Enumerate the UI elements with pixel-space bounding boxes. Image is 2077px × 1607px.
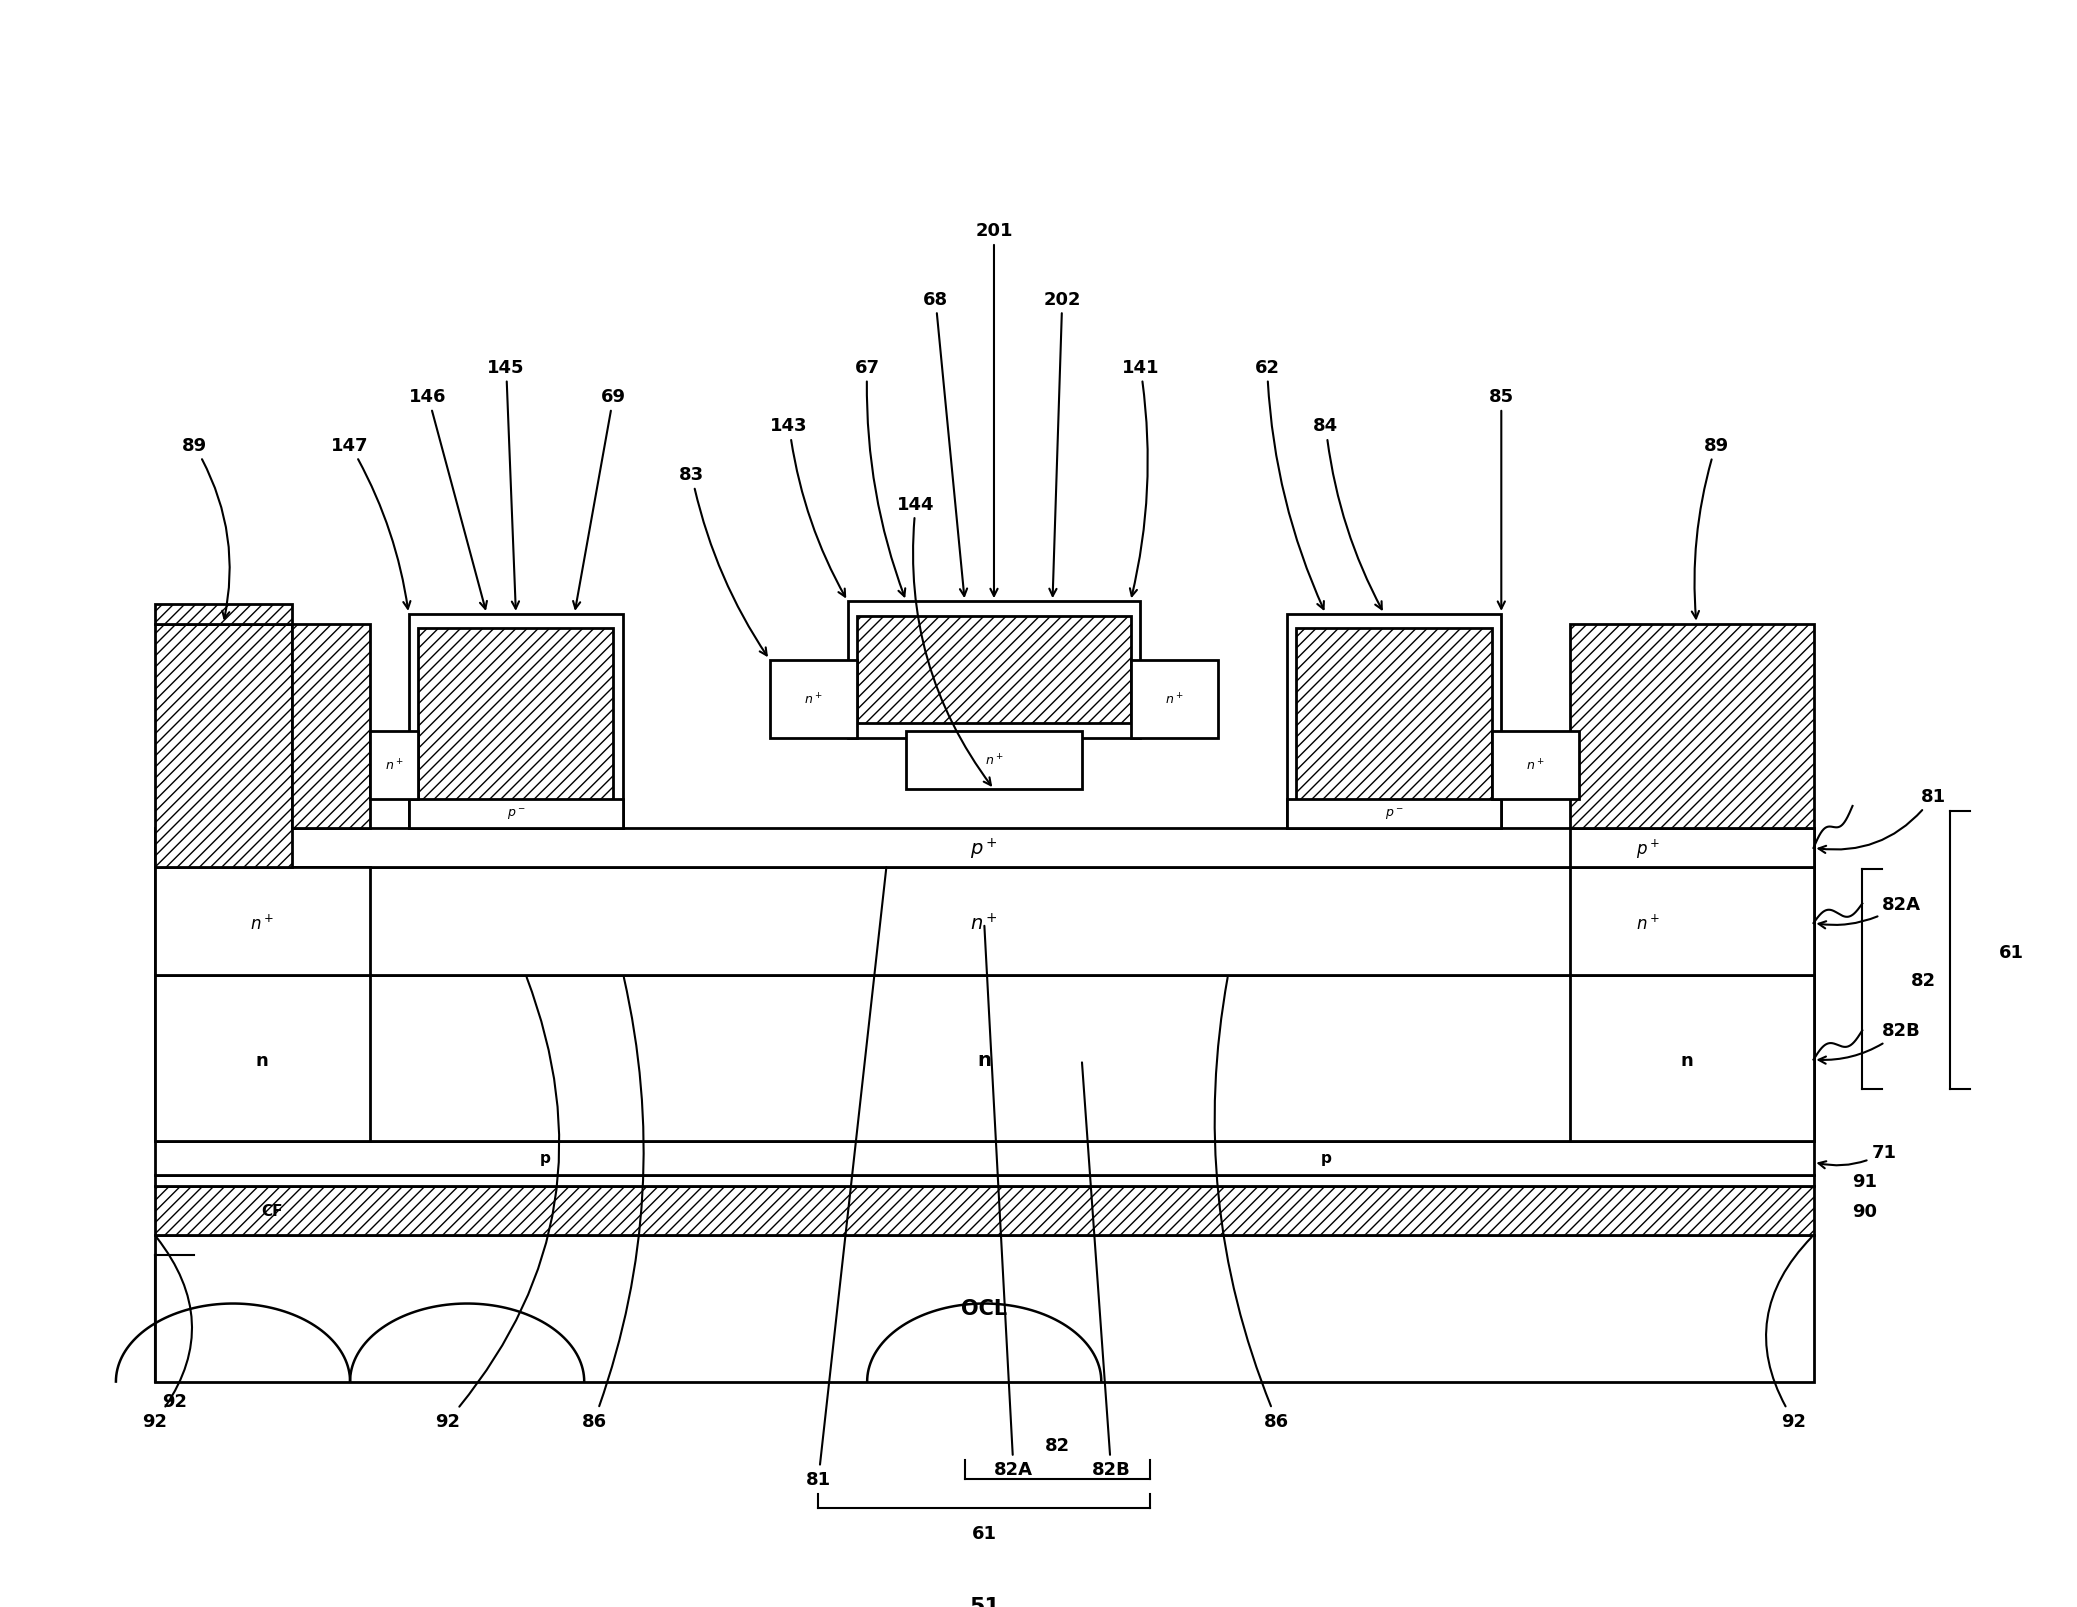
Text: 67: 67 (854, 358, 906, 596)
Text: 91: 91 (1853, 1172, 1878, 1189)
Text: 85: 85 (1489, 387, 1514, 609)
Text: 71: 71 (1819, 1144, 1896, 1168)
Text: 90: 90 (1853, 1202, 1878, 1220)
Text: OCL: OCL (962, 1298, 1007, 1319)
Text: 92: 92 (162, 1392, 187, 1411)
Text: 82: 82 (1911, 971, 1936, 988)
Bar (417, 628, 613, 815)
Text: 147: 147 (332, 437, 411, 609)
Text: 202: 202 (1043, 291, 1080, 596)
Text: 92: 92 (436, 977, 559, 1430)
Bar (1570, 624, 1813, 829)
Bar (409, 800, 623, 829)
Bar (1570, 975, 1813, 1141)
Bar (1286, 614, 1502, 829)
Bar (1491, 731, 1579, 800)
Text: 69: 69 (573, 387, 625, 609)
Bar (156, 868, 370, 975)
Text: 81: 81 (1819, 787, 1946, 853)
Text: 61: 61 (1998, 943, 2023, 961)
Bar (771, 660, 858, 738)
Text: 84: 84 (1313, 418, 1381, 611)
Text: 89: 89 (1693, 437, 1728, 619)
Text: $n^+$: $n^+$ (1635, 914, 1660, 934)
Text: 146: 146 (409, 387, 486, 609)
Text: n: n (978, 1051, 991, 1069)
Text: $n^+$: $n^+$ (1165, 691, 1184, 707)
Text: 82A: 82A (984, 926, 1032, 1478)
Text: 82A: 82A (1819, 895, 1921, 929)
Text: 92: 92 (143, 1237, 191, 1430)
Bar (1286, 800, 1502, 829)
Text: 82: 82 (1045, 1437, 1070, 1454)
Text: 82B: 82B (1819, 1022, 1921, 1064)
Bar (1130, 660, 1219, 738)
Bar (156, 1175, 1813, 1186)
Bar (847, 601, 1140, 738)
Text: $n^+$: $n^+$ (984, 754, 1003, 768)
Text: $n^+$: $n^+$ (970, 913, 999, 934)
Text: CF: CF (262, 1204, 282, 1218)
Text: 86: 86 (582, 977, 644, 1430)
Text: p: p (540, 1151, 550, 1165)
Text: 86: 86 (1215, 979, 1290, 1430)
Text: 92: 92 (1765, 1237, 1811, 1430)
Text: $p^-$: $p^-$ (507, 807, 525, 821)
Bar (370, 731, 417, 800)
Text: 89: 89 (181, 437, 231, 619)
Text: $n^+$: $n^+$ (384, 759, 403, 773)
Text: $p^+$: $p^+$ (1635, 837, 1660, 860)
Text: $p^-$: $p^-$ (1385, 807, 1404, 821)
Bar (858, 617, 1130, 723)
Bar (156, 1236, 1813, 1382)
Text: $n^+$: $n^+$ (804, 691, 822, 707)
Text: p: p (1321, 1151, 1331, 1165)
Text: n: n (1680, 1051, 1693, 1069)
Text: 145: 145 (488, 358, 525, 609)
Bar (1570, 829, 1813, 868)
Bar (409, 614, 623, 829)
Text: 201: 201 (976, 222, 1014, 596)
Bar (156, 624, 291, 868)
Bar (1570, 868, 1813, 975)
Bar (906, 731, 1082, 791)
Bar (1296, 628, 1491, 815)
Text: 62: 62 (1255, 358, 1323, 609)
Text: 51: 51 (968, 1596, 999, 1607)
Bar (156, 604, 291, 624)
Text: 83: 83 (679, 466, 766, 656)
Bar (156, 868, 1813, 975)
Bar (156, 1141, 1813, 1175)
Text: 61: 61 (972, 1523, 997, 1541)
Text: $n^+$: $n^+$ (249, 914, 274, 934)
Text: 82B: 82B (1082, 1062, 1130, 1478)
Bar (291, 624, 370, 829)
Text: 81: 81 (806, 868, 887, 1488)
Bar (156, 1186, 1813, 1236)
Text: 141: 141 (1122, 358, 1159, 596)
Text: $p^+$: $p^+$ (970, 836, 999, 861)
Text: 144: 144 (897, 495, 991, 786)
Bar (156, 829, 1813, 868)
Text: $n^+$: $n^+$ (1527, 759, 1545, 773)
Bar (156, 975, 1813, 1141)
Text: 68: 68 (922, 291, 968, 596)
Text: n: n (255, 1051, 268, 1069)
Bar (156, 975, 370, 1141)
Text: 143: 143 (771, 418, 845, 598)
